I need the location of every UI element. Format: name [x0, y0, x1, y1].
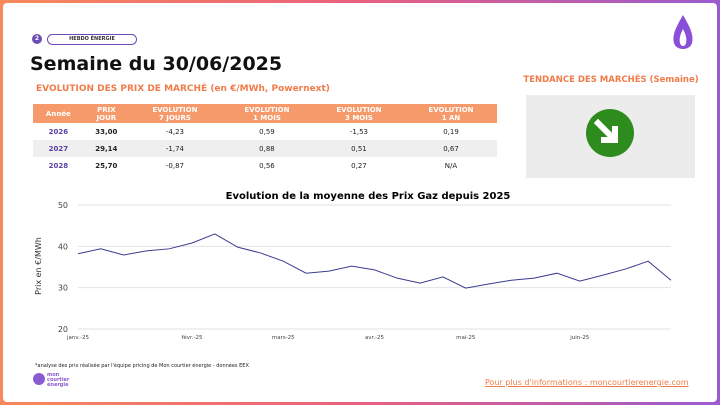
table-row: 2026 33,00 -4,23 0,59 -1,53 0,19	[33, 123, 497, 140]
table-cell: 0,56	[259, 161, 275, 170]
y-tick-label: 40	[58, 242, 68, 251]
logo-word: courtier	[47, 377, 70, 383]
brand-logo: mon courtier énergie	[33, 373, 69, 388]
line-series	[77, 233, 672, 289]
table-body: 2026 33,00 -4,23 0,59 -1,53 0,19 2027 29,14 -1,7…	[33, 123, 497, 174]
header-line: EVOLUTION	[428, 105, 474, 114]
header-line: Année	[45, 109, 71, 118]
card: 2 HEBDO ÉNERGIE Semaine du 30/06/2025 EV…	[3, 3, 717, 402]
y-tick-label: 50	[58, 201, 68, 210]
trend-icon	[586, 109, 634, 157]
column-header: EVOLUTION 1 AN	[404, 104, 497, 123]
column-header: Année	[33, 104, 84, 123]
x-tick-label: mars-25	[272, 335, 295, 341]
table-row: 2027 29,14 -1,74 0,88 0,51 0,67	[33, 140, 497, 157]
table-cell: 25,70	[95, 161, 118, 170]
y-tick-label: 20	[58, 325, 68, 334]
logo-mark	[33, 373, 45, 385]
table-cell: 2028	[48, 161, 69, 170]
flame-logo	[673, 15, 693, 49]
table-cell: 0,67	[404, 140, 497, 157]
header-line: 1 AN	[441, 113, 461, 122]
x-tick-label: mai-25	[456, 335, 476, 341]
table-cell: 0,88	[220, 140, 313, 157]
price-table: Année PRIX JOUR EVOLUTION 7 JOURS EVOLUTION 1 …	[33, 104, 497, 174]
y-axis-label: Prix en €/MWh	[34, 237, 43, 295]
column-header: EVOLUTION 3 MOIS	[312, 104, 405, 123]
page-badge: 2	[32, 34, 42, 44]
header-line: 3 MOIS	[345, 113, 373, 122]
column-header: EVOLUTION 7 JOURS	[128, 104, 221, 123]
chart: Evolution de la moyenne des Prix Gaz dep…	[34, 191, 672, 341]
header-line: EVOLUTION	[336, 105, 382, 114]
table-cell: -1,74	[128, 140, 221, 157]
table-cell: 29,14	[83, 140, 129, 157]
trend-title: TENDANCE DES MARCHÉS (Semaine)	[523, 75, 699, 85]
table-cell: 0,27	[351, 161, 367, 170]
header-line: JOUR	[96, 113, 117, 122]
tag: HEBDO ÉNERGIE	[47, 34, 137, 45]
header-line: EVOLUTION	[244, 105, 290, 114]
table-cell: N/A	[444, 161, 458, 170]
info-link[interactable]: Pour plus d'informations : moncourtieren…	[485, 378, 689, 387]
section-title: EVOLUTION DES PRIX DE MARCHÉ (en €/MWh, …	[36, 84, 330, 94]
table-cell: 0,59	[259, 127, 275, 136]
y-tick-label: 30	[58, 284, 68, 293]
header-line: 7 JOURS	[158, 113, 191, 122]
title: Semaine du 30/06/2025	[30, 53, 283, 75]
column-header: EVOLUTION 1 MOIS	[220, 104, 313, 123]
header-row: Année PRIX JOUR EVOLUTION 7 JOURS EVOLUTION 1 …	[33, 104, 497, 123]
table-cell: 2027	[33, 140, 84, 157]
table-cell: 2026	[48, 127, 69, 136]
x-tick-label: janv.-25	[66, 335, 89, 341]
table-row: 2028 25,70 -0,87 0,56 0,27 N/A	[33, 157, 497, 174]
chart-title: Evolution de la moyenne des Prix Gaz dep…	[226, 191, 511, 202]
logo-word: énergie	[47, 382, 69, 388]
header-line: PRIX	[97, 105, 116, 114]
table-cell: -0,87	[165, 161, 184, 170]
header-line: 1 MOIS	[253, 113, 281, 122]
x-tick-label: févr.-25	[181, 334, 203, 341]
trend-box	[526, 95, 695, 178]
table-cell: 0,51	[312, 140, 405, 157]
table-cell: 0,19	[443, 127, 459, 136]
x-tick-label: avr.-25	[365, 335, 385, 341]
table-cell: 33,00	[95, 127, 118, 136]
logo-text: mon courtier énergie	[47, 373, 69, 388]
table-cell: -1,53	[349, 127, 369, 136]
header-line: EVOLUTION	[152, 105, 198, 114]
x-tick-label: juin-25	[569, 335, 590, 341]
logo-word: mon	[47, 372, 60, 378]
footnote: *analyse des prix réalisée par l'équipe …	[35, 363, 249, 369]
table-cell: -4,23	[165, 127, 184, 136]
column-header: PRIX JOUR	[83, 104, 129, 123]
